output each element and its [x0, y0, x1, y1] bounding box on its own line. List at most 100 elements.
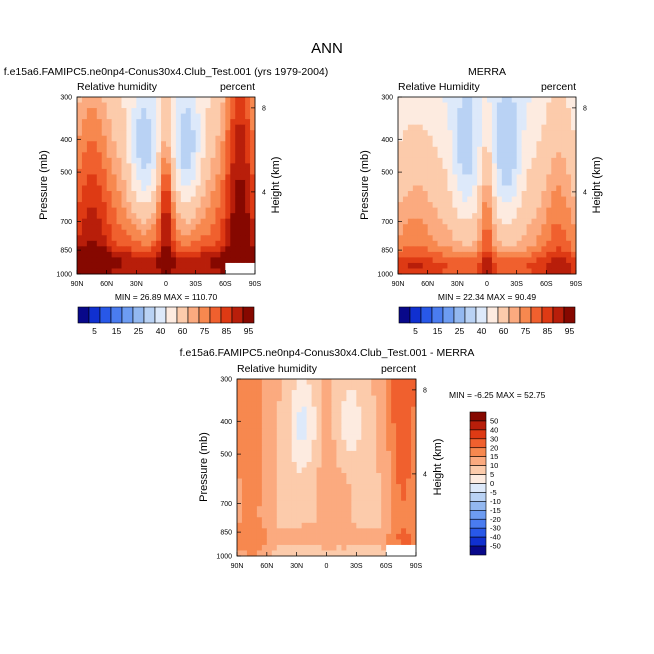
contour-cell	[521, 246, 527, 253]
contour-cell	[556, 168, 562, 175]
contour-cell	[146, 102, 152, 109]
contour-cell	[235, 130, 241, 137]
contour-cell	[566, 97, 572, 103]
contour-cell	[106, 168, 113, 175]
contour-cell	[245, 124, 251, 131]
y-tick-label: 400	[60, 137, 72, 144]
contour-cell	[185, 152, 192, 159]
contour-cell	[551, 185, 557, 192]
contour-cell	[161, 202, 167, 209]
contour-cell	[161, 113, 167, 120]
contour-cell	[398, 191, 404, 197]
contour-cell	[491, 146, 498, 153]
contour-cell	[301, 445, 308, 452]
contour-cell	[536, 157, 542, 164]
contour-cell	[235, 152, 241, 159]
contour-cell	[366, 489, 372, 496]
contour-cell	[326, 495, 332, 502]
contour-cell	[200, 213, 206, 220]
contour-cell	[256, 434, 263, 441]
contour-cell	[467, 191, 473, 197]
contour-cell	[121, 179, 127, 186]
contour-cell	[250, 108, 256, 114]
contour-cell	[106, 191, 113, 197]
contour-cell	[541, 268, 547, 275]
y-tick-label: 1000	[216, 554, 232, 561]
contour-cell	[536, 240, 542, 247]
contour-cell	[81, 113, 88, 120]
contour-cell	[366, 417, 372, 424]
contour-cell	[442, 224, 448, 231]
contour-cell	[437, 97, 443, 103]
contour-cell	[531, 224, 537, 231]
contour-cell	[331, 484, 337, 491]
contour-cell	[511, 213, 518, 220]
contour-cell	[111, 179, 117, 186]
contour-cell	[146, 235, 152, 242]
contour-cell	[571, 213, 577, 220]
contour-cell	[256, 384, 263, 391]
contour-cell	[230, 218, 236, 225]
height-tick-label: 4	[423, 471, 427, 478]
contour-cell	[546, 207, 552, 214]
contour-cell	[286, 456, 293, 463]
contour-cell	[161, 141, 167, 148]
contour-cell	[237, 379, 243, 385]
contour-cell	[91, 191, 98, 197]
contour-cell	[131, 157, 137, 164]
contour-cell	[361, 450, 367, 457]
contour-cell	[561, 262, 567, 269]
contour-cell	[205, 224, 211, 231]
contour-cell	[205, 152, 211, 159]
contour-cell	[386, 550, 392, 557]
contour-cell	[422, 97, 429, 103]
contour-cell	[511, 174, 518, 181]
contour-cell	[200, 102, 206, 109]
contour-cell	[286, 423, 293, 430]
contour-cell	[427, 262, 434, 269]
contour-cell	[351, 467, 357, 474]
contour-cell	[116, 119, 122, 126]
contour-cell	[215, 240, 221, 247]
contour-cell	[391, 406, 397, 413]
contour-cell	[220, 124, 226, 131]
contour-cell	[331, 528, 337, 535]
contour-cell	[301, 473, 308, 479]
contour-cell	[240, 124, 246, 131]
contour-cell	[516, 179, 523, 186]
contour-cell	[246, 384, 253, 391]
contour-cell	[106, 202, 113, 209]
contour-cell	[371, 500, 377, 507]
contour-cell	[146, 97, 152, 103]
contour-cell	[215, 135, 221, 142]
contour-cell	[121, 168, 127, 175]
contour-cell	[432, 251, 438, 258]
contour-cell	[180, 124, 187, 131]
contour-cell	[230, 108, 236, 114]
contour-cell	[472, 97, 478, 103]
colorbar-swatch	[143, 306, 156, 324]
contour-cell	[271, 434, 278, 441]
contour-cell	[111, 213, 117, 220]
contour-cell	[276, 517, 283, 524]
contour-cell	[442, 157, 448, 164]
contour-cell	[351, 428, 357, 435]
contour-cell	[407, 119, 414, 126]
contour-cell	[170, 251, 177, 258]
contour-cell	[396, 506, 402, 513]
contour-cell	[501, 174, 508, 181]
contour-cell	[571, 130, 577, 137]
x-tick-label: 90N	[392, 281, 405, 288]
contour-cell	[166, 262, 172, 269]
contour-cell	[447, 218, 453, 225]
contour-cell	[401, 495, 407, 502]
contour-cell	[482, 152, 488, 159]
contour-cell	[81, 196, 88, 203]
contour-cell	[396, 495, 402, 502]
contour-cell	[356, 461, 362, 468]
contour-cell	[230, 119, 236, 126]
contour-cell	[180, 257, 187, 264]
colorbar-swatch	[519, 306, 532, 324]
contour-cell	[407, 174, 414, 181]
contour-cell	[291, 539, 298, 546]
